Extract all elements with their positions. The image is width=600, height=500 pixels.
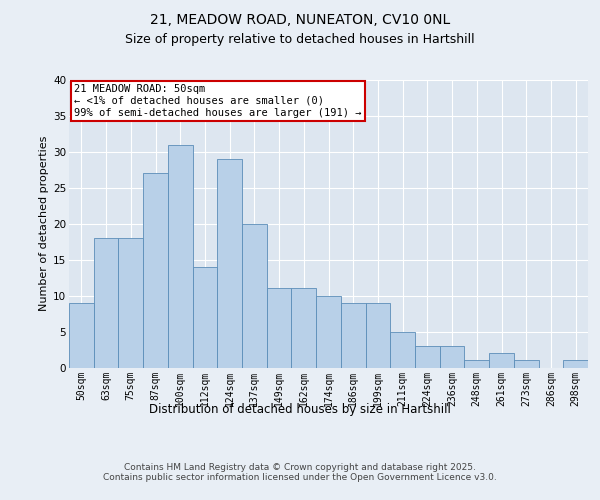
Bar — [489, 353, 514, 368]
Text: 21 MEADOW ROAD: 50sqm
← <1% of detached houses are smaller (0)
99% of semi-detac: 21 MEADOW ROAD: 50sqm ← <1% of detached … — [74, 84, 362, 117]
Bar — [193, 267, 217, 368]
Bar — [563, 360, 588, 368]
Bar — [292, 288, 316, 368]
Bar — [242, 224, 267, 368]
Bar — [118, 238, 143, 368]
Bar — [365, 303, 390, 368]
Bar — [217, 159, 242, 368]
Text: Distribution of detached houses by size in Hartshill: Distribution of detached houses by size … — [149, 402, 451, 415]
Bar — [143, 174, 168, 368]
Bar — [390, 332, 415, 368]
Text: Size of property relative to detached houses in Hartshill: Size of property relative to detached ho… — [125, 32, 475, 46]
Bar — [440, 346, 464, 368]
Bar — [514, 360, 539, 368]
Bar — [415, 346, 440, 368]
Y-axis label: Number of detached properties: Number of detached properties — [39, 136, 49, 312]
Bar — [267, 288, 292, 368]
Text: 21, MEADOW ROAD, NUNEATON, CV10 0NL: 21, MEADOW ROAD, NUNEATON, CV10 0NL — [150, 12, 450, 26]
Bar — [341, 303, 365, 368]
Bar — [168, 144, 193, 368]
Bar — [316, 296, 341, 368]
Bar — [69, 303, 94, 368]
Bar — [94, 238, 118, 368]
Text: Contains HM Land Registry data © Crown copyright and database right 2025.
Contai: Contains HM Land Registry data © Crown c… — [103, 462, 497, 482]
Bar — [464, 360, 489, 368]
